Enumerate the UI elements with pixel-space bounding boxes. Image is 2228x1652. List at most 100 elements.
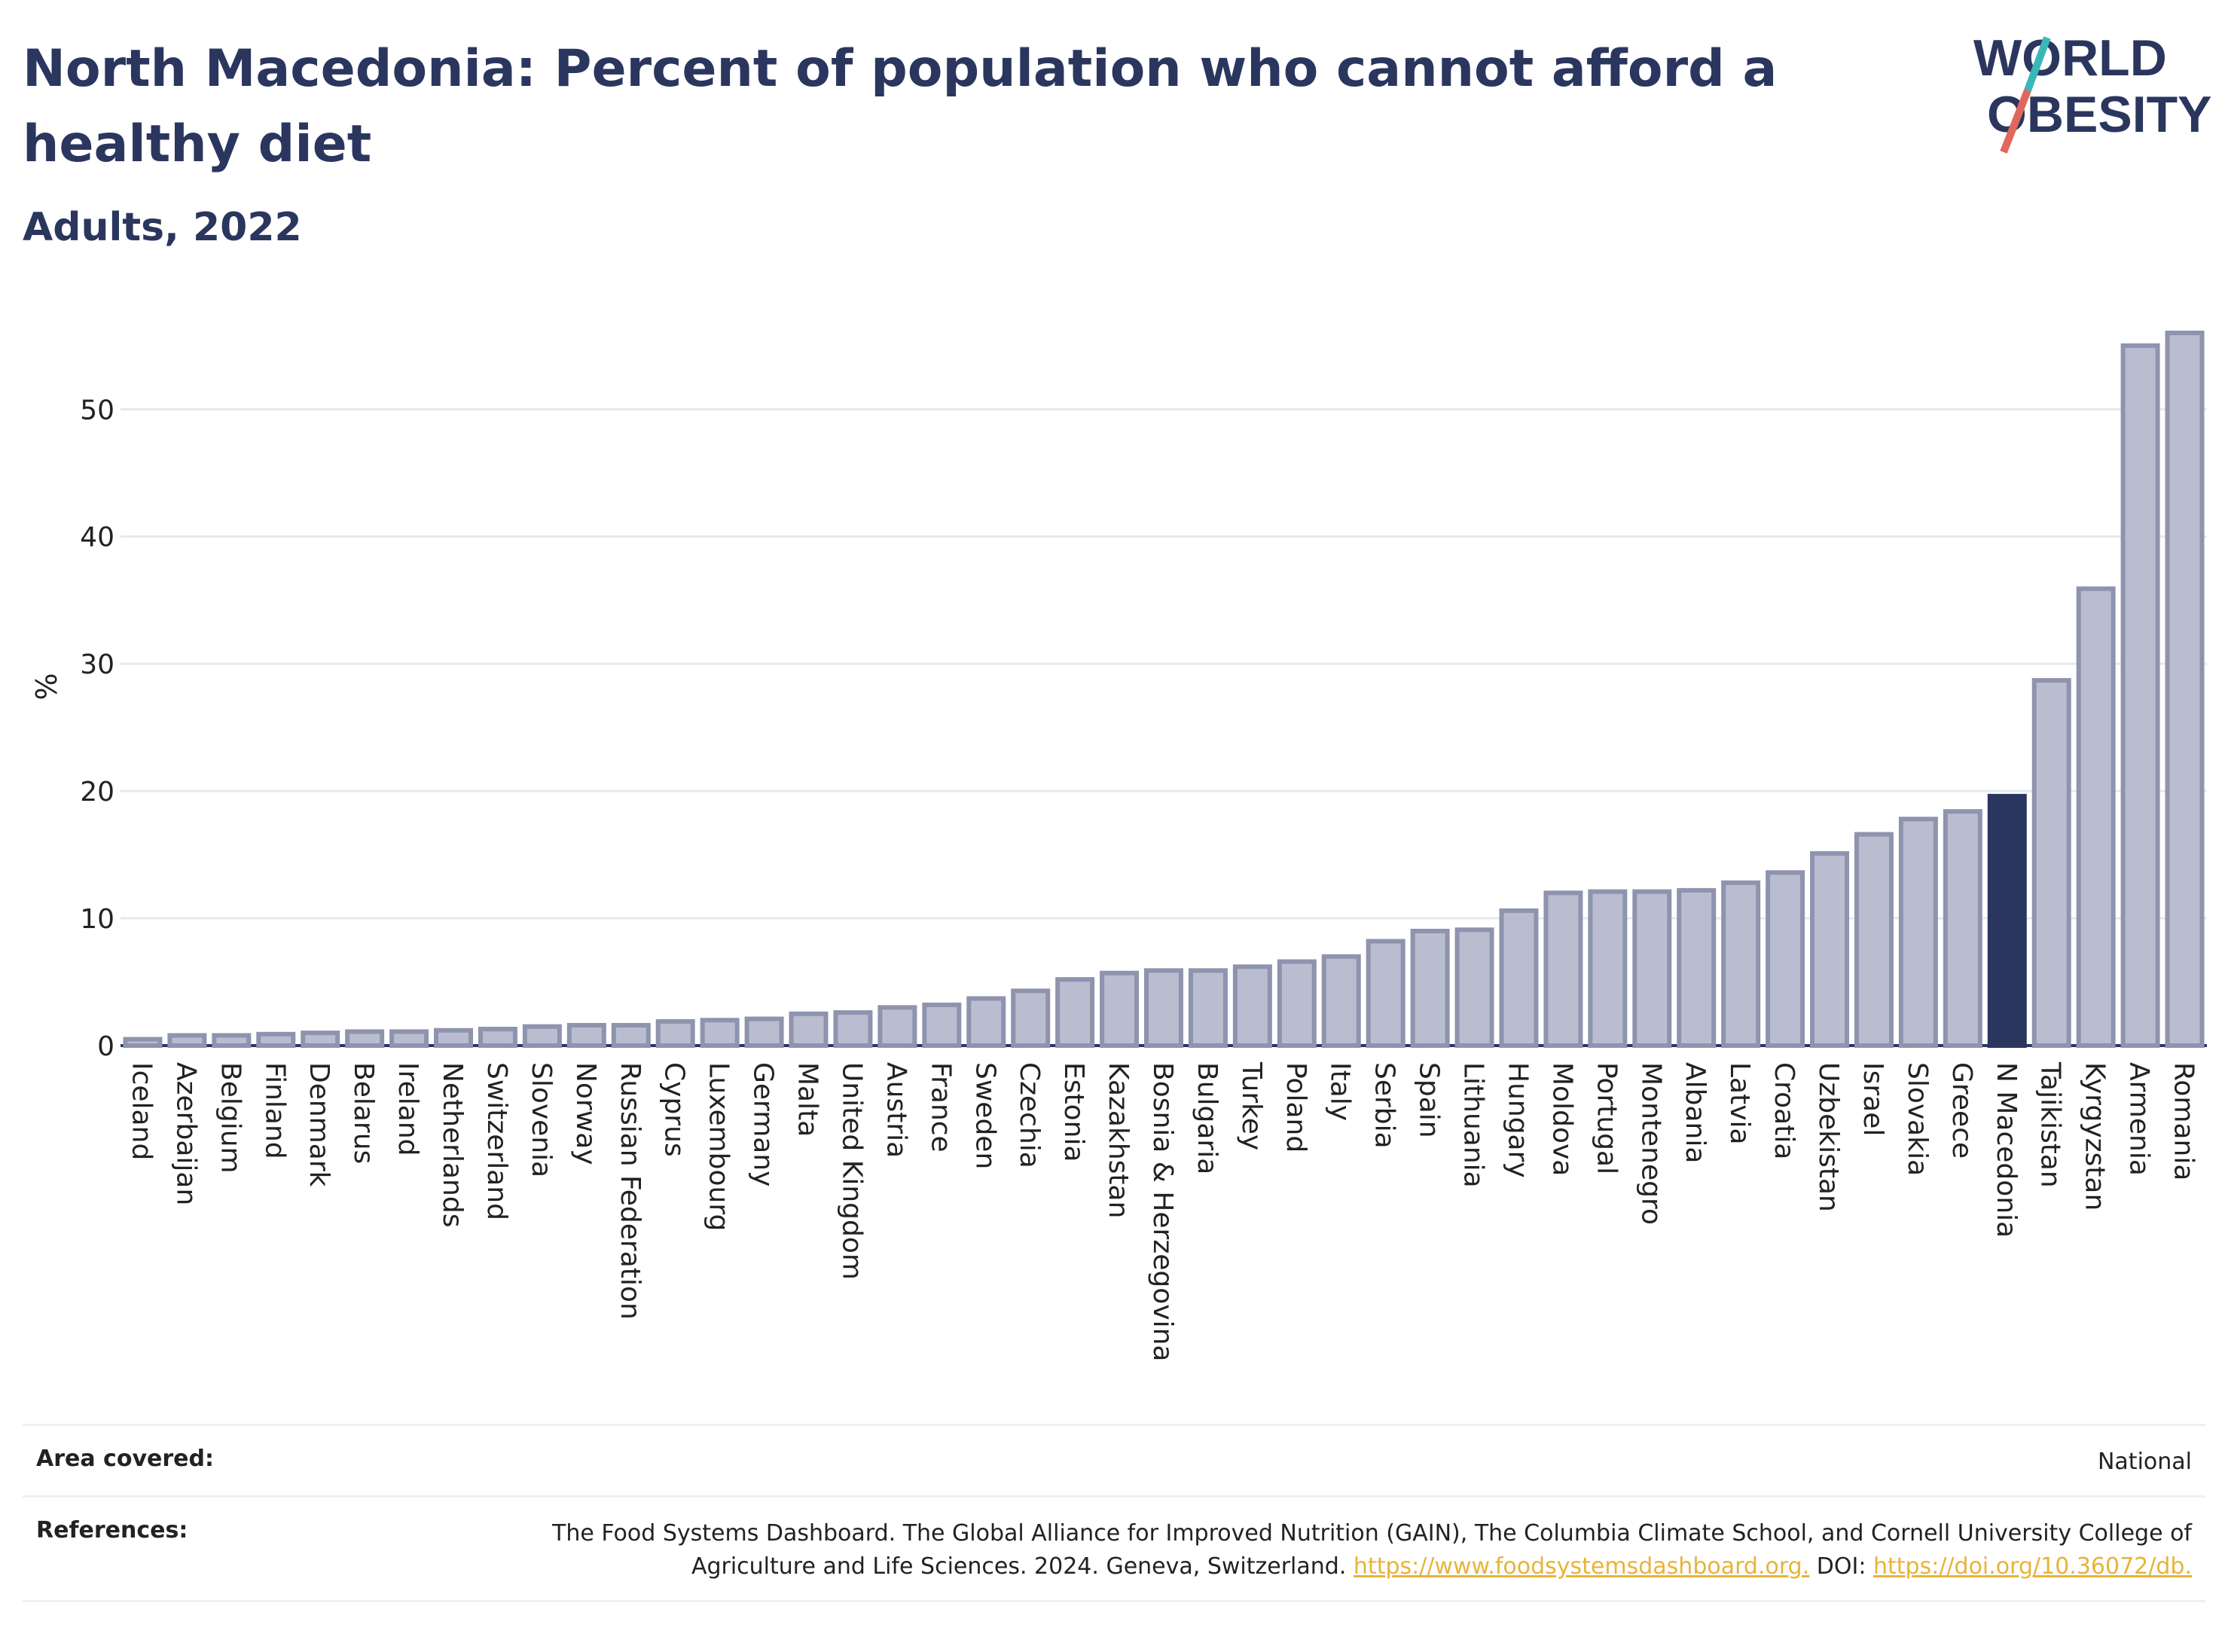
x-tick-label: Poland — [1280, 1062, 1311, 1153]
references-label: References: — [36, 1517, 188, 1544]
bars — [123, 330, 2205, 1049]
bar-slovakia — [1898, 817, 1938, 1048]
x-tick-label: Italy — [1325, 1062, 1356, 1121]
bar-latvia — [1721, 880, 1761, 1048]
x-tick-label: Israel — [1857, 1062, 1888, 1136]
bar-belarus — [345, 1029, 385, 1048]
bar-poland — [1277, 959, 1317, 1049]
x-tick-label: Austria — [881, 1062, 911, 1158]
x-tick-label: Uzbekistan — [1813, 1062, 1844, 1212]
bar-bosnia-herzegovina — [1144, 968, 1183, 1048]
x-tick-label: Armenia — [2124, 1062, 2155, 1176]
bar-netherlands — [434, 1028, 474, 1049]
area-covered-label: Area covered: — [36, 1446, 214, 1472]
x-tick-label: Sweden — [969, 1062, 1000, 1169]
chart-title: North Macedonia: Percent of population w… — [23, 39, 1778, 174]
x-tick-label: Czechia — [1014, 1062, 1045, 1168]
bar-finland — [256, 1031, 296, 1048]
bar-belgium — [212, 1033, 252, 1049]
bar-ireland — [389, 1029, 429, 1048]
bar-germany — [744, 1016, 784, 1048]
references-value: The Food Systems Dashboard. The Global A… — [459, 1517, 2192, 1583]
bar-chart: 0 10 20 30 40 50 Iceland Azerbaijan Belgium Finl… — [30, 330, 2207, 1361]
x-tick-label: Netherlands — [437, 1062, 468, 1227]
bar-croatia — [1766, 870, 1805, 1048]
x-tick-label: Kyrgyzstan — [2080, 1062, 2110, 1211]
bar-estonia — [1055, 977, 1095, 1048]
x-tick-label: Lithuania — [1458, 1062, 1489, 1188]
x-tick-label: Kazakhstan — [1103, 1062, 1134, 1218]
bar-albania — [1677, 887, 1717, 1048]
chart-subtitle: Adults, 2022 — [23, 205, 302, 250]
x-tick-label: Malta — [792, 1062, 823, 1137]
bar-kyrgyzstan — [2076, 586, 2116, 1048]
y-tick-label: 10 — [80, 904, 114, 935]
x-tick-label: Spain — [1414, 1062, 1445, 1138]
x-axis-labels: Iceland Azerbaijan Belgium Finland Denmark Be… — [126, 1061, 2199, 1361]
x-tick-label: Montenegro — [1635, 1062, 1666, 1225]
bar-cyprus — [655, 1018, 695, 1049]
bar-tajikistan — [2031, 678, 2071, 1048]
footer-info: Area covered: National References: The F… — [23, 1424, 2205, 1602]
x-tick-label: Iceland — [126, 1062, 157, 1160]
bar-israel — [1854, 832, 1894, 1048]
references-doi-label: DOI: — [1816, 1553, 1866, 1580]
x-tick-label: Cyprus — [659, 1062, 690, 1157]
logo-slash-coral — [2000, 89, 2031, 154]
bar-italy — [1321, 954, 1361, 1048]
bar-denmark — [301, 1031, 340, 1048]
x-tick-label: Bulgaria — [1192, 1062, 1222, 1174]
bar-austria — [877, 1005, 917, 1049]
gridlines — [121, 408, 2207, 1047]
x-tick-label: Bosnia & Herzegovina — [1147, 1062, 1178, 1361]
y-tick-label: 0 — [97, 1031, 114, 1062]
bar-luxembourg — [700, 1018, 740, 1049]
references-row: References: The Food Systems Dashboard. … — [23, 1495, 2205, 1602]
logo-slash-teal — [2024, 36, 2051, 92]
x-tick-label: France — [925, 1062, 956, 1153]
references-link-doi[interactable]: https://doi.org/10.36072/db. — [1873, 1553, 2192, 1580]
bar-kazakhstan — [1100, 970, 1140, 1048]
bar-sweden — [966, 996, 1006, 1049]
x-tick-label: Belarus — [348, 1062, 379, 1164]
x-tick-label: Azerbaijan — [170, 1062, 201, 1205]
bar-romania — [2165, 330, 2205, 1049]
x-tick-label: Greece — [1946, 1062, 1977, 1159]
references-text: The Food Systems Dashboard. The Global A… — [552, 1520, 2192, 1580]
x-tick-label: Norway — [570, 1062, 601, 1165]
bar-russian-federation — [611, 1022, 651, 1048]
x-tick-label: Romania — [2168, 1062, 2199, 1180]
y-axis-ticks: 0 10 20 30 40 50 — [80, 395, 114, 1062]
x-tick-label: Croatia — [1769, 1062, 1799, 1159]
bar-montenegro — [1632, 889, 1672, 1049]
bar-serbia — [1366, 939, 1405, 1048]
x-tick-label: Portugal — [1591, 1062, 1622, 1174]
bar-malta — [789, 1011, 829, 1049]
area-covered-row: Area covered: National — [23, 1424, 2205, 1495]
x-tick-label: Germany — [748, 1062, 779, 1186]
references-link-dashboard[interactable]: https://www.foodsystemsdashboard.org. — [1353, 1553, 1810, 1580]
bar-bulgaria — [1188, 968, 1228, 1048]
bar-lithuania — [1454, 927, 1494, 1049]
x-tick-label: Switzerland — [481, 1062, 512, 1220]
x-tick-label: Ireland — [392, 1062, 423, 1156]
world-obesity-logo: WORLD OBESITY — [1973, 29, 2212, 154]
area-covered-value: National — [2097, 1449, 2192, 1475]
bar-czechia — [1011, 988, 1051, 1049]
bar-switzerland — [478, 1027, 517, 1049]
y-tick-label: 40 — [80, 522, 114, 553]
x-tick-label: Slovenia — [526, 1062, 557, 1177]
x-tick-label: Slovakia — [1902, 1062, 1933, 1176]
x-tick-label: Turkey — [1236, 1061, 1267, 1150]
x-tick-label: Moldova — [1546, 1062, 1577, 1176]
bar-iceland — [123, 1037, 163, 1048]
bar-azerbaijan — [167, 1033, 207, 1049]
x-tick-label: Serbia — [1369, 1062, 1400, 1149]
bar-turkey — [1232, 964, 1272, 1049]
x-tick-label: N Macedonia — [1991, 1062, 2022, 1238]
bar-france — [922, 1002, 962, 1049]
x-tick-label: Albania — [1680, 1062, 1711, 1163]
x-tick-label: Estonia — [1058, 1062, 1089, 1162]
x-tick-label: Finland — [259, 1062, 290, 1159]
x-tick-label: Russian Federation — [615, 1062, 646, 1320]
